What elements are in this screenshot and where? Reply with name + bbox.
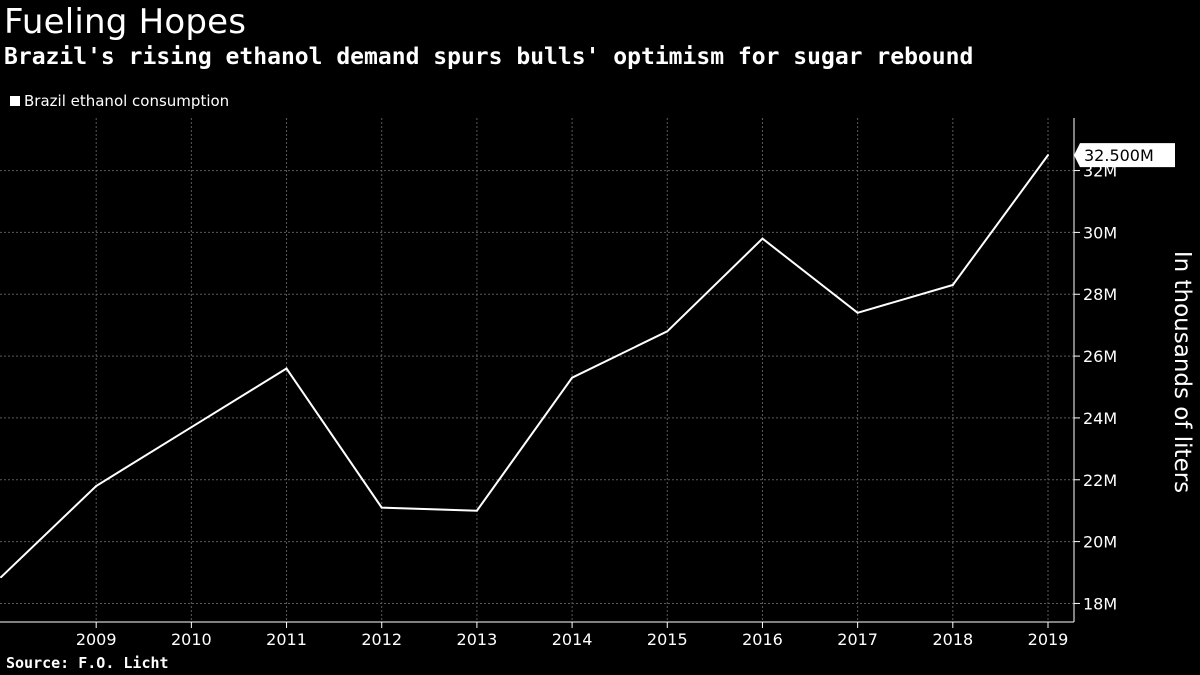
data-point (285, 367, 288, 370)
chart-title: Fueling Hopes (4, 2, 247, 42)
axes (0, 118, 1080, 628)
chart-subtitle: Brazil's rising ethanol demand spurs bul… (4, 44, 974, 70)
last-value-callout-box (1074, 143, 1175, 168)
y-tick-label: 28M (1083, 285, 1117, 304)
legend-label: Brazil ethanol consumption (24, 92, 230, 110)
x-tick-label: 2017 (837, 630, 878, 649)
data-point (380, 506, 383, 509)
x-tick-label: 2011 (266, 630, 307, 649)
legend-swatch (10, 96, 20, 106)
x-tick-label: 2018 (932, 630, 973, 649)
data-point (190, 426, 193, 429)
legend: Brazil ethanol consumption (10, 92, 229, 110)
y-tick-label: 18M (1083, 594, 1117, 613)
x-tick-label: 2010 (171, 630, 212, 649)
y-tick-label: 22M (1083, 471, 1117, 490)
data-point (95, 484, 98, 487)
series-line-brazil-ethanol-consumption (0, 154, 1049, 578)
source-note: Source: F.O. Licht (6, 654, 169, 672)
y-tick-label: 20M (1083, 533, 1117, 552)
data-point (571, 376, 574, 379)
x-tick-label: 2019 (1028, 630, 1069, 649)
data-point (475, 509, 478, 512)
x-tick-label: 2016 (742, 630, 783, 649)
data-point (951, 283, 954, 286)
y-tick-label: 30M (1083, 223, 1117, 242)
last-value-callout: 32.500M (1074, 143, 1175, 168)
data-point (761, 237, 764, 240)
last-value-label: 32.500M (1084, 146, 1154, 165)
series-layer (0, 154, 1049, 579)
x-tick-label: 2012 (361, 630, 402, 649)
x-tick-label: 2009 (76, 630, 117, 649)
y-tick-label: 26M (1083, 347, 1117, 366)
x-tick-label: 2013 (457, 630, 498, 649)
grid-lines (0, 118, 1074, 622)
data-point (0, 576, 2, 579)
x-tick-label: 2014 (552, 630, 593, 649)
y-axis-title: In thousands of liters (1169, 251, 1195, 493)
data-point (1047, 154, 1049, 157)
data-point (666, 330, 669, 333)
data-point (856, 311, 859, 314)
y-tick-label: 24M (1083, 409, 1117, 428)
x-tick-label: 2015 (647, 630, 688, 649)
